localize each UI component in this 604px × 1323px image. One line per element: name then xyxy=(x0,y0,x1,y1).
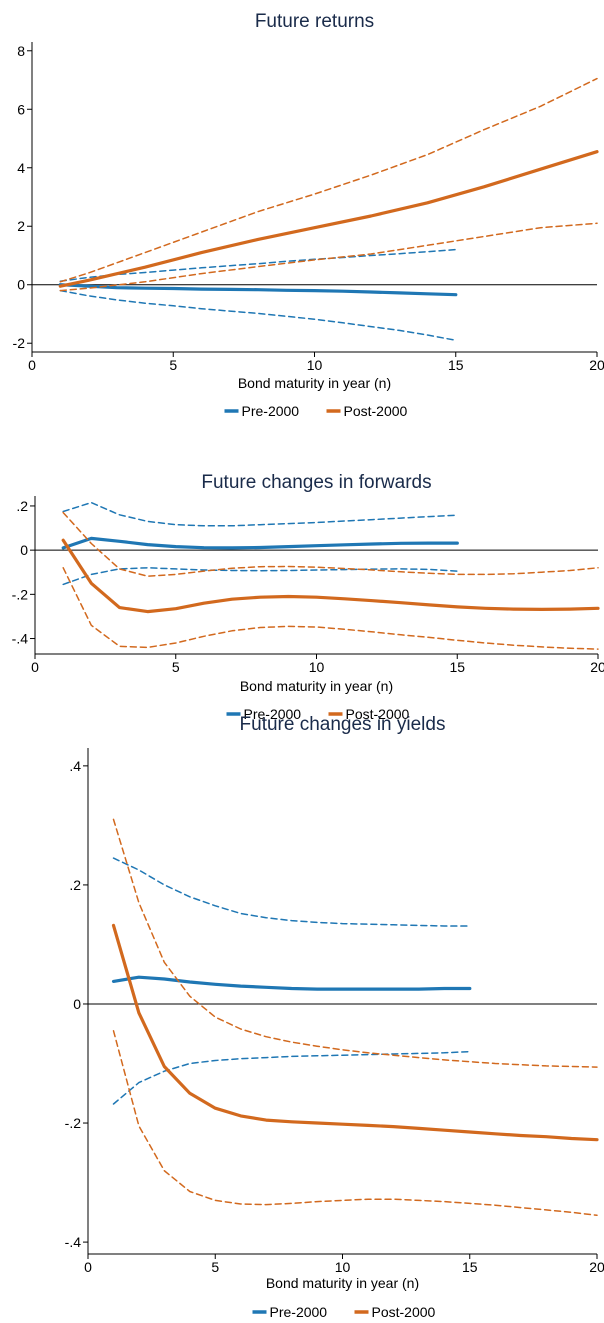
x-tick-label: 20 xyxy=(590,659,604,675)
y-tick-label: -.2 xyxy=(65,1115,82,1131)
legend-label: Pre-2000 xyxy=(242,403,300,419)
series-line-pre-2000 xyxy=(111,975,472,991)
chart-title: Future changes in yields xyxy=(240,714,446,735)
y-tick-label: 0 xyxy=(17,277,25,293)
series-line-pre-2000-lower-ci xyxy=(59,289,457,342)
series-line-post-2000 xyxy=(111,923,599,1142)
y-tick-label: -.4 xyxy=(12,631,29,647)
x-tick-label: 5 xyxy=(172,659,180,675)
series-line-post-2000-lower-ci xyxy=(112,1030,598,1217)
x-tick-label: 5 xyxy=(211,1259,219,1275)
x-tick-label: 5 xyxy=(169,357,177,373)
y-tick-label: -2 xyxy=(13,335,26,351)
x-axis-label: Bond maturity in year (n) xyxy=(240,678,393,694)
x-tick-label: 15 xyxy=(448,357,464,373)
y-tick-label: .4 xyxy=(69,758,81,774)
series-line-pre-2000-upper-ci xyxy=(112,857,471,927)
y-tick-label: 4 xyxy=(17,160,25,176)
series-line-post-2000 xyxy=(58,150,599,288)
x-axis-label: Bond maturity in year (n) xyxy=(266,1275,419,1291)
legend-label: Pre-2000 xyxy=(244,706,302,722)
x-tick-label: 20 xyxy=(589,357,604,373)
series-line-pre-2000 xyxy=(61,536,459,550)
y-tick-label: -.4 xyxy=(65,1234,82,1250)
series-line-post-2000-lower-ci xyxy=(62,567,599,650)
series-line-post-2000-upper-ci xyxy=(59,77,598,283)
series-line-pre-2000-lower-ci xyxy=(62,567,459,586)
x-tick-label: 20 xyxy=(589,1259,604,1275)
x-tick-label: 0 xyxy=(28,357,36,373)
x-tick-label: 0 xyxy=(31,659,39,675)
series-line-post-2000-upper-ci xyxy=(62,511,599,577)
y-tick-label: .2 xyxy=(16,498,28,514)
legend-label: Post-2000 xyxy=(372,1304,436,1320)
x-tick-label: 10 xyxy=(307,357,323,373)
series-line-pre-2000-upper-ci xyxy=(62,501,459,527)
y-tick-label: 0 xyxy=(20,542,28,558)
series-line-pre-2000-lower-ci xyxy=(112,1050,471,1105)
x-tick-label: 15 xyxy=(449,659,465,675)
series-line-post-2000-lower-ci xyxy=(59,222,598,292)
legend-label: Post-2000 xyxy=(344,403,408,419)
series-line-post-2000-upper-ci xyxy=(112,818,598,1068)
x-tick-label: 10 xyxy=(309,659,325,675)
legend-label: Pre-2000 xyxy=(270,1304,328,1320)
y-tick-label: -.2 xyxy=(12,586,29,602)
series-line-pre-2000-upper-ci xyxy=(59,248,457,282)
y-tick-label: 0 xyxy=(73,996,81,1012)
y-tick-label: 6 xyxy=(17,101,25,117)
chart-title: Future changes in forwards xyxy=(201,472,431,493)
y-tick-label: 8 xyxy=(17,43,25,59)
chart-panel-2: Future changes in forwards -.4 -.2 0 .2 0 5 10 1… xyxy=(12,472,604,722)
chart-panel-3: Future changes in yields -.4 -.2 0 .2 .4 0 5 10 1… xyxy=(65,714,604,1320)
chart-title: Future returns xyxy=(255,11,374,32)
y-tick-label: .2 xyxy=(69,877,81,893)
series-line-pre-2000 xyxy=(58,283,458,297)
series-line-post-2000 xyxy=(61,538,600,614)
x-tick-label: 0 xyxy=(84,1259,92,1275)
legend-label: Post-2000 xyxy=(346,706,410,722)
x-tick-label: 15 xyxy=(462,1259,478,1275)
x-axis-label: Bond maturity in year (n) xyxy=(238,375,391,391)
y-tick-label: 2 xyxy=(17,218,25,234)
x-tick-label: 10 xyxy=(335,1259,351,1275)
